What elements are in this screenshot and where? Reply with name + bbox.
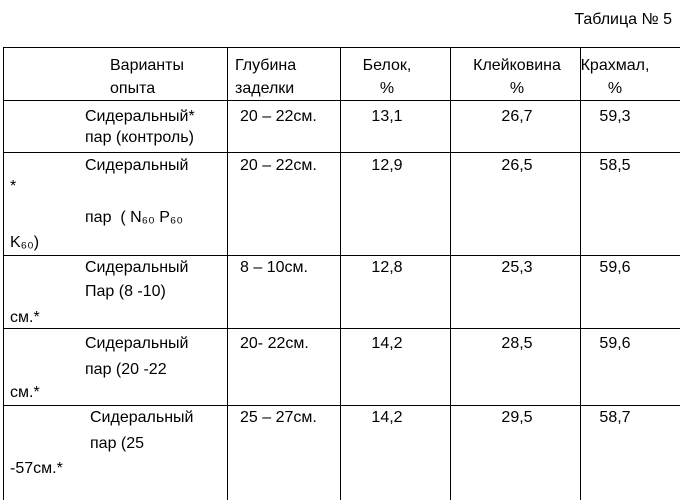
table-cell bbox=[450, 47, 580, 100]
value-text: 59,6 bbox=[599, 335, 631, 352]
variant-text: см.* bbox=[10, 309, 40, 326]
table-cell bbox=[340, 328, 450, 405]
table-cell bbox=[450, 152, 580, 255]
table-cell bbox=[227, 47, 340, 100]
table-cell bbox=[3, 100, 227, 152]
table-cell bbox=[580, 405, 680, 500]
value-text: 12,8 bbox=[371, 259, 403, 276]
value-text: 25,3 bbox=[501, 259, 533, 276]
table-cell bbox=[450, 405, 580, 500]
variant-text: -57см.* bbox=[10, 460, 63, 477]
variant-text: пар (25 bbox=[90, 435, 145, 452]
table-cell bbox=[580, 328, 680, 405]
variant-text: Сидеральный bbox=[85, 335, 189, 352]
depth-text: 20 – 22см. bbox=[240, 157, 317, 174]
table-cell bbox=[3, 405, 227, 500]
value-text: 26,7 bbox=[501, 108, 533, 125]
header-text: % bbox=[607, 80, 623, 97]
page: Таблица № 5 Варианты опыта Глубина заделки Б… bbox=[3, 11, 680, 500]
table-cell bbox=[3, 328, 227, 405]
table-cell bbox=[450, 100, 580, 152]
variant-text: Сидеральный bbox=[85, 157, 189, 174]
table-cell bbox=[227, 328, 340, 405]
value-text: 13,1 bbox=[371, 108, 403, 125]
value-text: 59,6 bbox=[599, 259, 631, 276]
header-text: заделки bbox=[235, 80, 295, 97]
table-cell bbox=[3, 255, 227, 328]
table-cell bbox=[227, 100, 340, 152]
table-cell bbox=[227, 405, 340, 500]
variant-text: пар (контроль) bbox=[85, 129, 194, 146]
value-text: 26,5 bbox=[501, 157, 533, 174]
header-text: Глубина bbox=[235, 57, 297, 74]
table-cell bbox=[340, 405, 450, 500]
value-text: 58,7 bbox=[599, 409, 631, 426]
header-text: опыта bbox=[110, 80, 156, 97]
header-text: Крахмал, bbox=[580, 57, 650, 74]
table-cell bbox=[580, 47, 680, 100]
table-cell bbox=[3, 47, 227, 100]
table-cell bbox=[450, 328, 580, 405]
value-text: 29,5 bbox=[501, 409, 533, 426]
value-text: 58,5 bbox=[599, 157, 631, 174]
depth-text: 8 – 10см. bbox=[240, 259, 308, 276]
table-cell bbox=[580, 255, 680, 328]
table-cell bbox=[580, 152, 680, 255]
variant-text: Сидеральный bbox=[90, 409, 194, 426]
table-cell bbox=[227, 255, 340, 328]
header-text: Белок, bbox=[362, 57, 412, 74]
table-cell bbox=[340, 47, 450, 100]
variant-text: K₆₀) bbox=[10, 234, 40, 251]
variant-text: Пар (8 -10) bbox=[85, 283, 166, 300]
depth-text: 20 – 22см. bbox=[240, 108, 317, 125]
table-cell bbox=[340, 255, 450, 328]
value-text: 59,3 bbox=[599, 108, 631, 125]
header-text: Клейковина bbox=[473, 57, 561, 74]
value-text: 12,9 bbox=[371, 157, 403, 174]
depth-text: 20- 22см. bbox=[240, 335, 309, 352]
variant-text: пар ( N₆₀ P₆₀ bbox=[85, 209, 183, 226]
variant-text: см.* bbox=[10, 384, 40, 401]
table-caption: Таблица № 5 bbox=[574, 11, 672, 28]
depth-text: 25 – 27см. bbox=[240, 409, 317, 426]
value-text: 14,2 bbox=[371, 409, 403, 426]
variant-text: * bbox=[10, 178, 17, 195]
header-text: % bbox=[379, 80, 395, 97]
header-text: % bbox=[509, 80, 525, 97]
table-cell bbox=[3, 152, 227, 255]
table-cell bbox=[580, 100, 680, 152]
table-cell bbox=[450, 255, 580, 328]
table-cell bbox=[227, 152, 340, 255]
variant-text: Сидеральный* bbox=[85, 108, 195, 125]
table-cell bbox=[340, 152, 450, 255]
value-text: 14,2 bbox=[371, 335, 403, 352]
value-text: 28,5 bbox=[501, 335, 533, 352]
table-cell bbox=[340, 100, 450, 152]
variant-text: Сидеральный bbox=[85, 259, 189, 276]
variant-text: пар (20 -22 bbox=[85, 361, 167, 378]
header-text: Варианты bbox=[110, 57, 184, 74]
